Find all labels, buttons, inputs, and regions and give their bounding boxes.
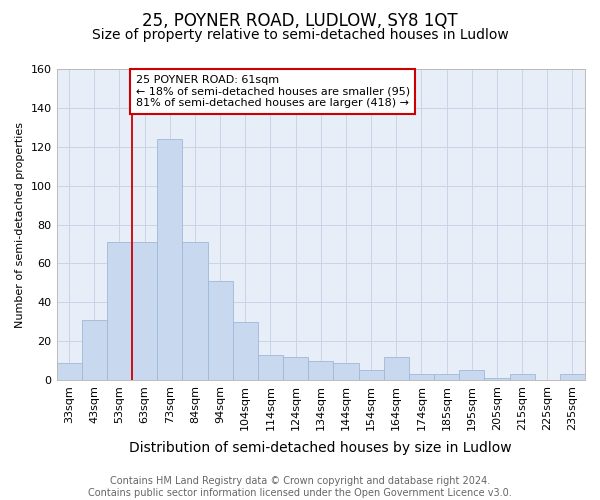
Bar xyxy=(560,374,585,380)
Y-axis label: Number of semi-detached properties: Number of semi-detached properties xyxy=(15,122,25,328)
Bar xyxy=(459,370,484,380)
Bar xyxy=(434,374,459,380)
Bar xyxy=(182,242,208,380)
Bar xyxy=(334,362,359,380)
Bar xyxy=(308,360,334,380)
Bar xyxy=(283,356,308,380)
Bar xyxy=(383,356,409,380)
Bar xyxy=(208,281,233,380)
Bar xyxy=(484,378,509,380)
Bar xyxy=(409,374,434,380)
Bar xyxy=(107,242,132,380)
X-axis label: Distribution of semi-detached houses by size in Ludlow: Distribution of semi-detached houses by … xyxy=(130,441,512,455)
Bar xyxy=(157,139,182,380)
Text: 25 POYNER ROAD: 61sqm
← 18% of semi-detached houses are smaller (95)
81% of semi: 25 POYNER ROAD: 61sqm ← 18% of semi-deta… xyxy=(136,75,410,108)
Text: 25, POYNER ROAD, LUDLOW, SY8 1QT: 25, POYNER ROAD, LUDLOW, SY8 1QT xyxy=(142,12,458,30)
Bar xyxy=(233,322,258,380)
Bar xyxy=(258,355,283,380)
Bar xyxy=(509,374,535,380)
Bar xyxy=(82,320,107,380)
Text: Contains HM Land Registry data © Crown copyright and database right 2024.
Contai: Contains HM Land Registry data © Crown c… xyxy=(88,476,512,498)
Bar xyxy=(132,242,157,380)
Bar xyxy=(56,362,82,380)
Bar xyxy=(359,370,383,380)
Text: Size of property relative to semi-detached houses in Ludlow: Size of property relative to semi-detach… xyxy=(92,28,508,42)
